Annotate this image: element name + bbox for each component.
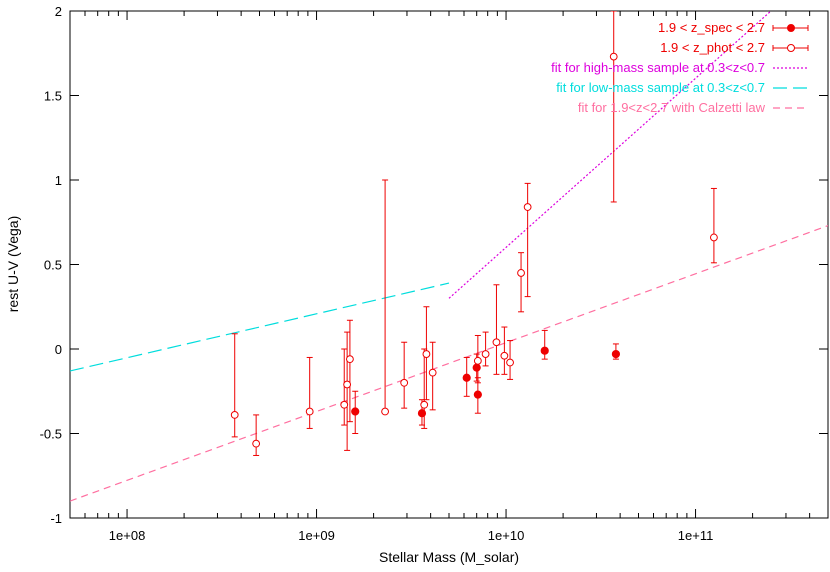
data-point bbox=[540, 346, 549, 355]
x-tick-label: 1e+09 bbox=[298, 528, 335, 543]
data-point bbox=[381, 407, 389, 416]
y-tick-label: -0.5 bbox=[40, 427, 62, 442]
data-point bbox=[417, 409, 427, 418]
y-tick-label: 0.5 bbox=[44, 258, 62, 273]
data-point bbox=[609, 52, 618, 61]
data-point bbox=[462, 373, 471, 382]
data-point bbox=[611, 349, 621, 359]
data-point bbox=[400, 378, 409, 387]
error-bars bbox=[231, 11, 717, 456]
fit-lines bbox=[70, 11, 828, 502]
data-point bbox=[506, 358, 514, 367]
data-point bbox=[343, 380, 352, 389]
legend-label: fit for high-mass sample at 0.3<z<0.7 bbox=[551, 60, 765, 75]
data-point bbox=[420, 400, 429, 409]
legend: 1.9 < z_spec < 2.7 1.9 < z_phot < 2.7 fit … bbox=[551, 20, 809, 115]
x-tick-label: 1e+10 bbox=[488, 528, 525, 543]
data-points bbox=[230, 52, 718, 448]
data-point bbox=[346, 355, 354, 364]
y-axis-label: rest U-V (Vega) bbox=[5, 216, 21, 312]
data-point bbox=[523, 203, 532, 211]
x-tick-label: 1e+11 bbox=[678, 528, 714, 543]
data-point bbox=[230, 411, 239, 419]
y-tick-label: 2 bbox=[55, 4, 62, 19]
y-tick-label: 1.5 bbox=[44, 89, 62, 104]
data-point bbox=[473, 390, 482, 399]
y-tick-label: -1 bbox=[50, 511, 62, 526]
legend-marker bbox=[787, 24, 795, 32]
data-point bbox=[305, 407, 314, 416]
x-axis-label: Stellar Mass (M_solar) bbox=[379, 549, 519, 565]
legend-marker bbox=[787, 44, 795, 52]
data-point bbox=[492, 338, 501, 347]
data-point bbox=[473, 356, 482, 365]
axis-ticks: 1e+08 1e+09 1e+10 1e+11 -1 -0.5 0 0.5 1 1.5 2 bbox=[40, 4, 829, 543]
data-point bbox=[428, 368, 437, 377]
legend-label: fit for low-mass sample at 0.3<z<0.7 bbox=[556, 80, 765, 95]
data-point bbox=[517, 269, 525, 277]
data-point bbox=[351, 407, 360, 416]
legend-label: 1.9 < z_spec < 2.7 bbox=[658, 20, 765, 35]
data-point bbox=[500, 351, 509, 360]
y-tick-label: 1 bbox=[55, 173, 62, 188]
y-tick-label: 0 bbox=[55, 342, 62, 357]
data-point bbox=[422, 350, 431, 358]
data-point bbox=[252, 439, 261, 448]
fit-line-3 bbox=[70, 225, 828, 502]
data-point bbox=[472, 363, 481, 372]
data-point bbox=[340, 400, 349, 409]
legend-label: fit for 1.9<z<2.7 with Calzetti law bbox=[578, 100, 766, 115]
legend-label: 1.9 < z_phot < 2.7 bbox=[660, 40, 765, 55]
fit-line-2 bbox=[70, 282, 450, 372]
data-point bbox=[710, 233, 718, 242]
x-tick-label: 1e+08 bbox=[109, 528, 146, 543]
data-point bbox=[481, 350, 490, 358]
